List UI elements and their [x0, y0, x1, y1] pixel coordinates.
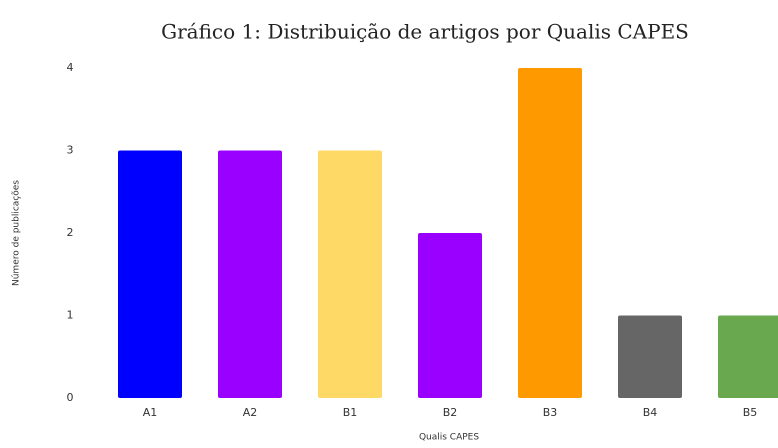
- bar: [118, 150, 182, 398]
- y-tick-label: 1: [67, 309, 74, 322]
- y-tick-label: 4: [67, 61, 74, 74]
- x-axis-title: Qualis CAPES: [419, 433, 479, 443]
- bar: [718, 315, 778, 398]
- x-tick-label: B2: [443, 406, 458, 419]
- bar: [418, 233, 482, 398]
- x-tick-label: B3: [543, 406, 558, 419]
- bar: [218, 150, 282, 398]
- bar: [318, 150, 382, 398]
- x-tick-label: B5: [743, 406, 758, 419]
- x-tick-label: A2: [243, 406, 258, 419]
- x-tick-label: A1: [143, 406, 158, 419]
- bar: [618, 315, 682, 398]
- x-tick-label: B4: [643, 406, 658, 419]
- y-tick-label: 0: [67, 391, 74, 404]
- y-tick-label: 2: [67, 226, 74, 239]
- bar: [518, 68, 582, 398]
- x-tick-label: B1: [343, 406, 358, 419]
- chart-title: Gráfico 1: Distribuição de artigos por Q…: [161, 20, 689, 44]
- y-tick-label: 3: [67, 144, 74, 157]
- y-axis-title: Número de publicações: [12, 180, 22, 286]
